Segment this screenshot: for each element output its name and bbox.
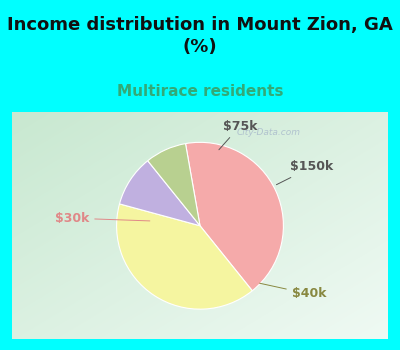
- Text: $40k: $40k: [260, 283, 326, 301]
- Text: City-Data.com: City-Data.com: [237, 128, 301, 137]
- Wedge shape: [186, 142, 284, 291]
- Text: Multirace residents: Multirace residents: [117, 84, 283, 99]
- Wedge shape: [148, 144, 200, 226]
- Text: $30k: $30k: [55, 212, 150, 225]
- Wedge shape: [116, 204, 252, 309]
- Text: Income distribution in Mount Zion, GA
(%): Income distribution in Mount Zion, GA (%…: [7, 16, 393, 56]
- Text: $75k: $75k: [219, 120, 257, 150]
- Text: $150k: $150k: [276, 161, 334, 185]
- Wedge shape: [120, 161, 200, 226]
